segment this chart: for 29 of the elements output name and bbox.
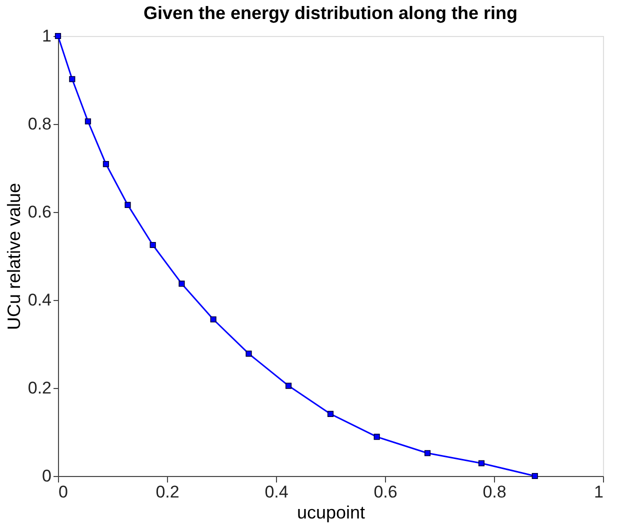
point (285, 382, 292, 389)
point (102, 160, 110, 168)
point (424, 450, 431, 456)
y-tick-label: 0.6 (28, 202, 52, 222)
x-tick-label: 0.2 (156, 482, 180, 502)
y-tick-label: 0.8 (28, 114, 52, 134)
x-tick-label: 0.8 (482, 482, 506, 502)
point (210, 316, 216, 322)
chart-title: Given the energy distribution along the ring (143, 3, 518, 23)
x-axis-title: ucupoint (296, 502, 366, 522)
y-tick-label: 0.4 (28, 290, 52, 310)
y-tick-label: 0.2 (28, 378, 52, 398)
y-tick-label: 0 (42, 466, 52, 486)
x-tick-label: 0.6 (374, 482, 398, 502)
point (374, 434, 380, 440)
y-axis-title: UCu relative value (4, 182, 24, 330)
point (478, 460, 485, 466)
x-tick-label: 0.4 (264, 482, 288, 502)
point (178, 280, 185, 287)
x-tick-label: 1 (594, 482, 604, 502)
point (246, 350, 252, 357)
point (150, 242, 156, 248)
x-tick-label: 0 (58, 482, 68, 502)
point (69, 76, 76, 82)
point (124, 202, 131, 208)
point (327, 410, 334, 418)
point (84, 118, 92, 124)
point (532, 472, 538, 480)
y-tick-label: 1 (42, 26, 52, 46)
